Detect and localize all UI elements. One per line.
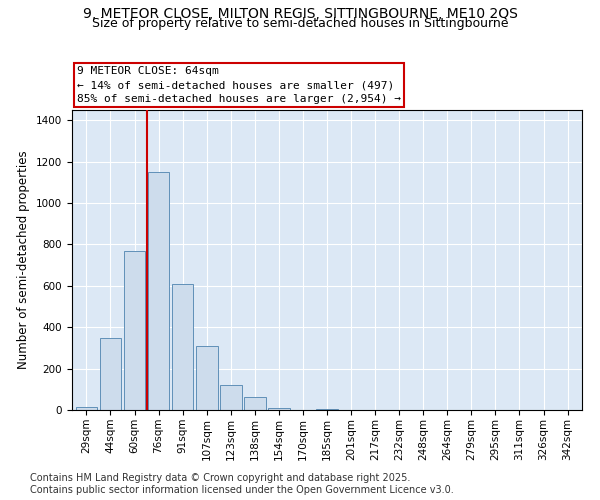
Bar	[100, 338, 121, 410]
Bar	[76, 407, 97, 410]
Bar	[220, 385, 242, 410]
Bar	[124, 250, 145, 410]
Y-axis label: Number of semi-detached properties: Number of semi-detached properties	[17, 150, 31, 370]
Text: Size of property relative to semi-detached houses in Sittingbourne: Size of property relative to semi-detach…	[92, 18, 508, 30]
Text: 9 METEOR CLOSE: 64sqm
← 14% of semi-detached houses are smaller (497)
85% of sem: 9 METEOR CLOSE: 64sqm ← 14% of semi-deta…	[77, 66, 401, 104]
Bar	[244, 396, 266, 410]
Text: 9, METEOR CLOSE, MILTON REGIS, SITTINGBOURNE, ME10 2QS: 9, METEOR CLOSE, MILTON REGIS, SITTINGBO…	[83, 8, 517, 22]
Bar	[172, 284, 193, 410]
Bar	[316, 409, 338, 410]
Bar	[268, 408, 290, 410]
Bar	[196, 346, 218, 410]
Text: Contains HM Land Registry data © Crown copyright and database right 2025.
Contai: Contains HM Land Registry data © Crown c…	[30, 474, 454, 495]
Bar	[148, 172, 169, 410]
